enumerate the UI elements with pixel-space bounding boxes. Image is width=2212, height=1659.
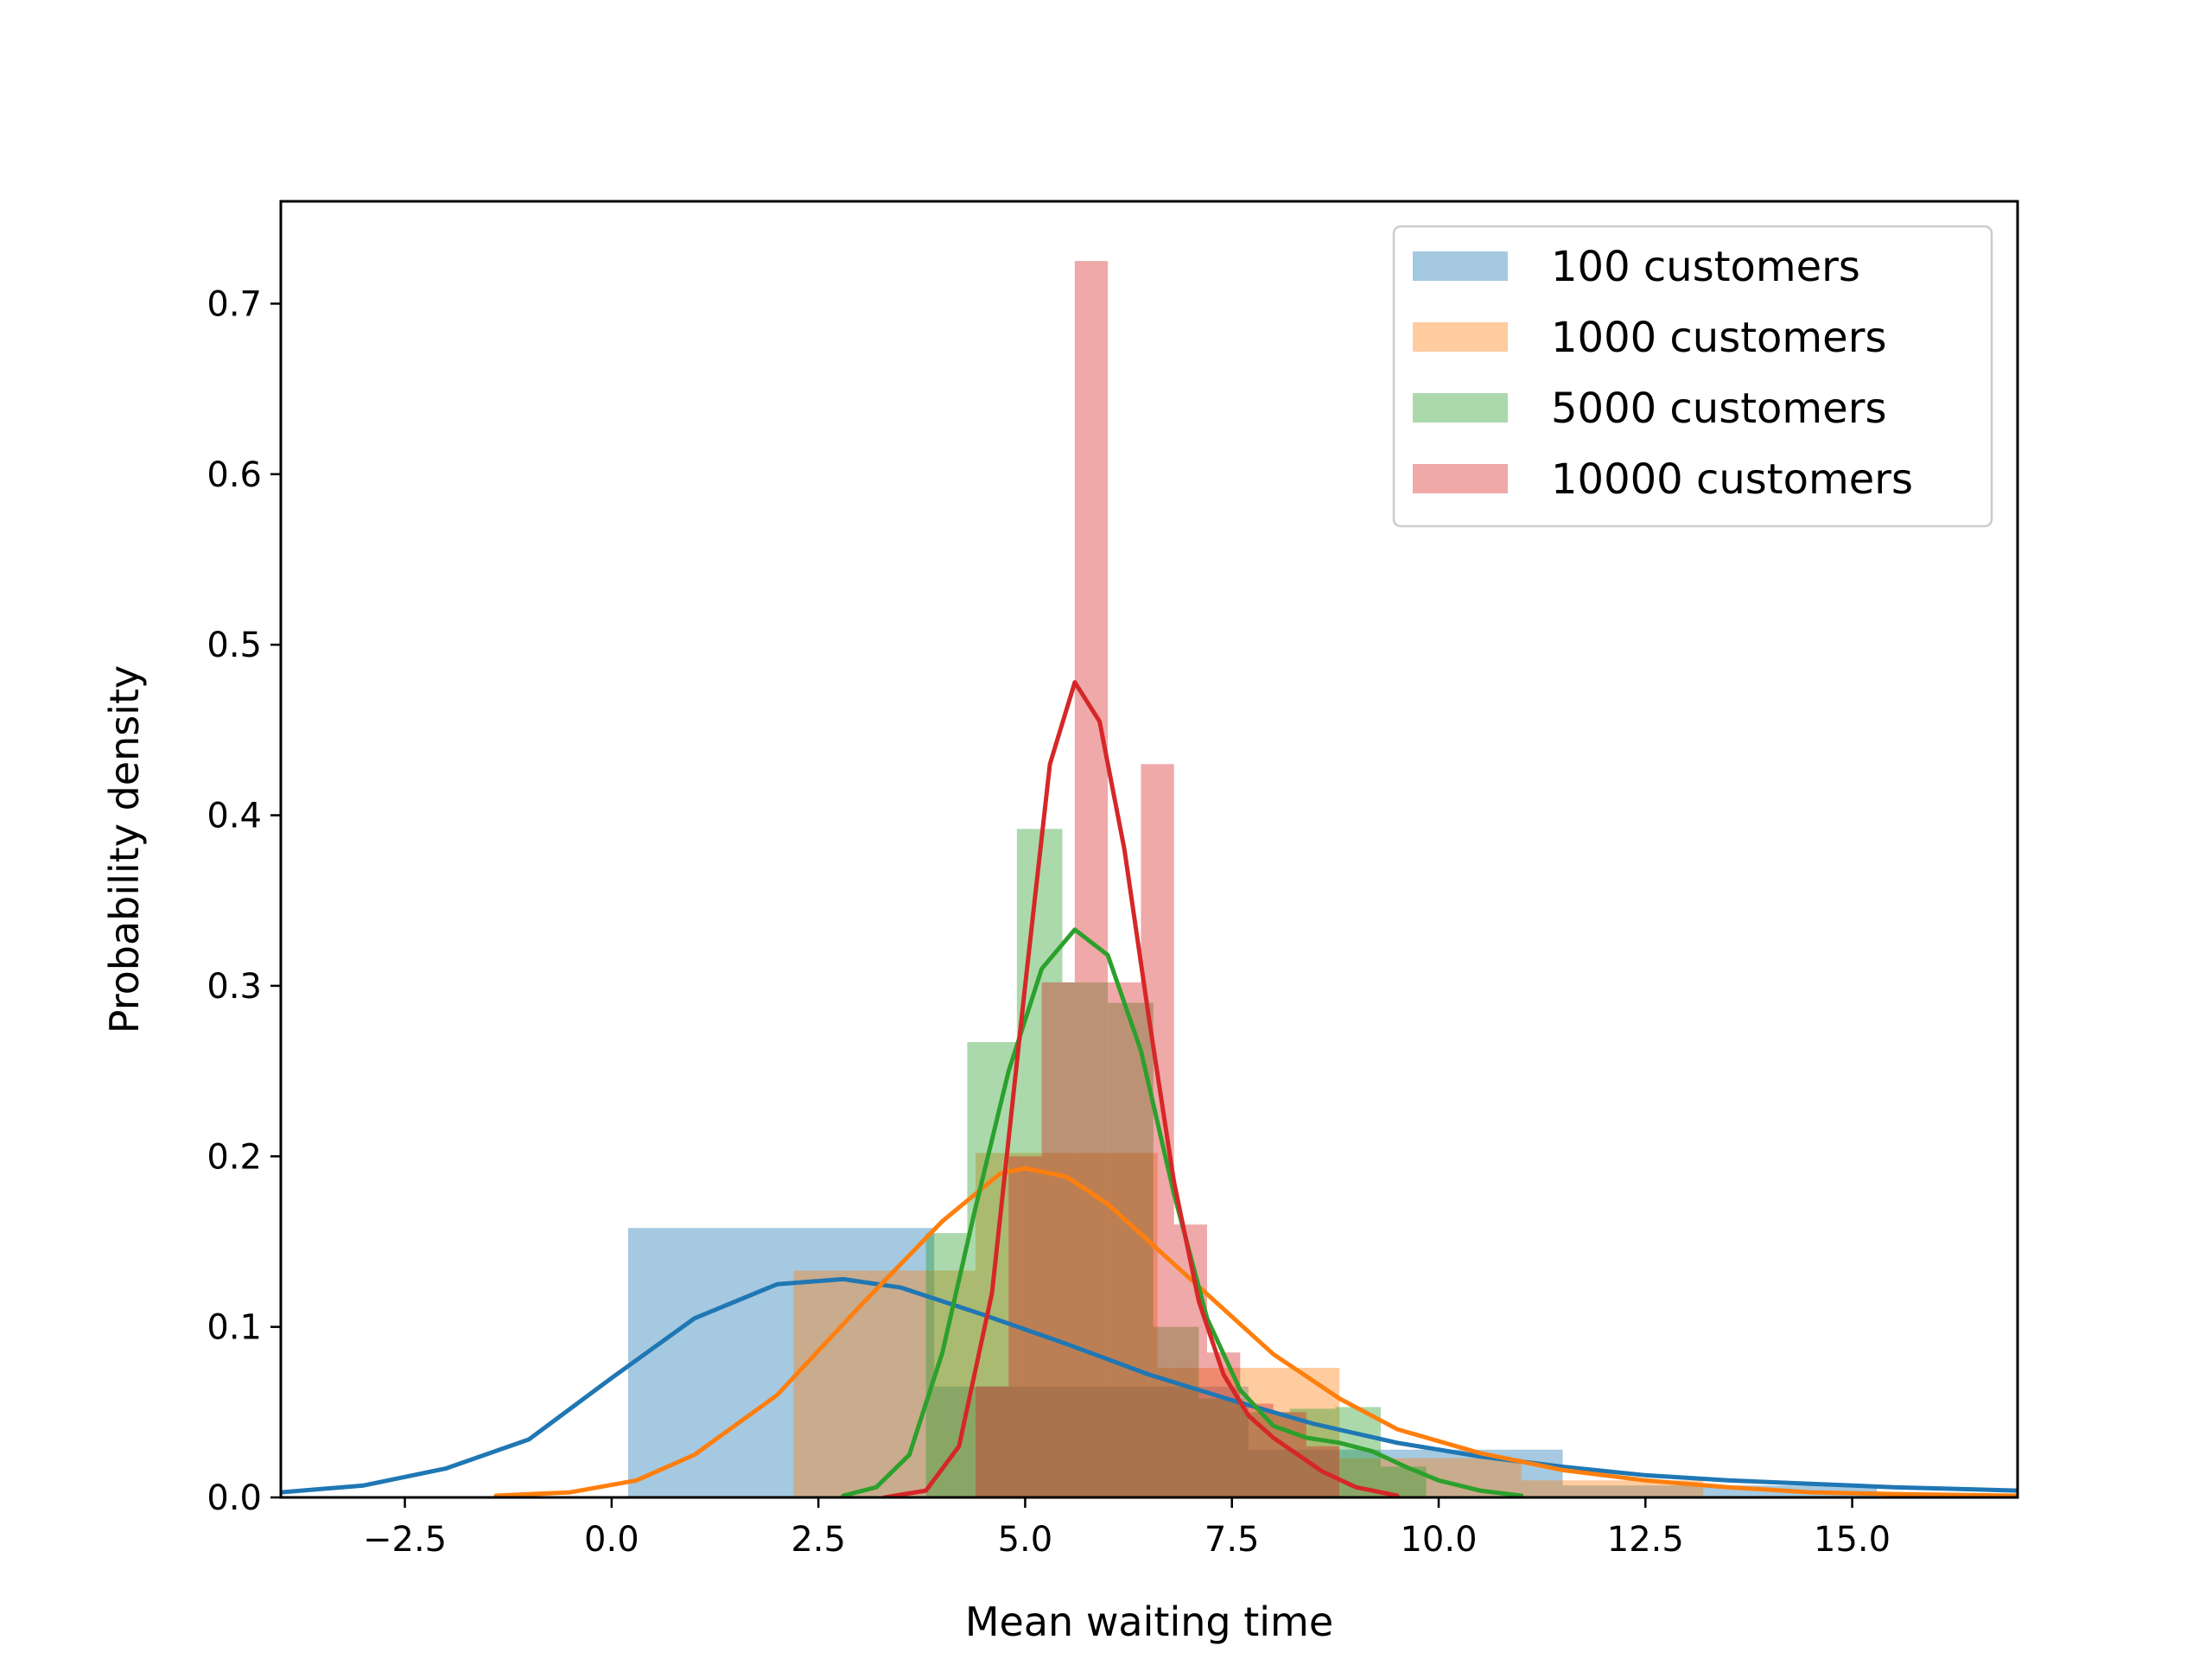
y-tick-label: 0.0 xyxy=(207,1478,262,1518)
y-axis: 0.0 0.1 0.2 0.3 0.4 0.5 0.6 0.7 xyxy=(207,284,281,1518)
axes-frame xyxy=(279,200,2019,1499)
histogram-bar xyxy=(967,1042,1017,1497)
histogram-bar xyxy=(1153,1326,1199,1497)
x-tick-label: 10.0 xyxy=(1400,1520,1477,1560)
histogram-bar xyxy=(1016,829,1063,1497)
histogram-bar xyxy=(793,1270,976,1497)
y-tick-label: 0.5 xyxy=(207,626,262,665)
y-tick-label: 0.6 xyxy=(207,455,262,495)
legend-label: 1000 customers xyxy=(1551,314,1886,362)
histogram-bar xyxy=(1562,1485,1878,1497)
x-tick-label: −2.5 xyxy=(363,1520,447,1560)
histogram-bar xyxy=(934,1386,1249,1497)
histogram-bar xyxy=(1157,1368,1340,1497)
kde-line xyxy=(493,1166,2018,1497)
y-tick-label: 0.2 xyxy=(207,1137,262,1177)
kde-curves xyxy=(281,680,2018,1497)
legend-label: 5000 customers xyxy=(1551,385,1886,433)
x-tick-label: 7.5 xyxy=(1205,1520,1260,1560)
y-tick-label: 0.7 xyxy=(207,284,262,324)
x-tick-label: 5.0 xyxy=(998,1520,1053,1560)
histogram-bar xyxy=(1244,1412,1290,1497)
legend-swatch xyxy=(1413,393,1508,423)
legend: 100 customers 1000 customers 5000 customer… xyxy=(1392,225,1993,528)
histogram-bar xyxy=(976,1153,1158,1497)
y-tick-label: 0.1 xyxy=(207,1308,262,1348)
histogram-bar xyxy=(976,1386,1009,1497)
histogram-bar xyxy=(1521,1480,1704,1497)
x-tick-label: 2.5 xyxy=(791,1520,846,1560)
kde-line xyxy=(882,680,1400,1497)
y-tick-label: 0.4 xyxy=(207,797,262,836)
histogram-bar xyxy=(1108,982,1141,1497)
y-tick-label: 0.3 xyxy=(207,967,262,1007)
legend-swatch xyxy=(1413,464,1508,493)
legend-label: 10000 customers xyxy=(1551,455,1913,504)
histogram-bar xyxy=(628,1228,935,1497)
histogram-bar xyxy=(1198,1398,1245,1497)
legend-swatch xyxy=(1413,251,1508,281)
x-axis-title: Mean waiting time xyxy=(965,1599,1333,1645)
kde-line xyxy=(281,1276,2018,1495)
histogram-bar xyxy=(1108,1002,1154,1497)
legend-box xyxy=(1392,225,1993,528)
histogram-bar xyxy=(1074,261,1109,1497)
y-axis-title: Probability density xyxy=(101,665,148,1033)
x-tick-label: 0.0 xyxy=(584,1520,639,1560)
x-tick-label: 12.5 xyxy=(1607,1520,1684,1560)
x-axis: −2.5 0.0 2.5 5.0 7.5 10.0 12.5 15.0 xyxy=(363,1497,1891,1560)
legend-label: 100 customers xyxy=(1551,243,1860,291)
kde-line xyxy=(841,927,1524,1497)
histogram-bar xyxy=(1062,982,1109,1497)
legend-swatch xyxy=(1413,322,1508,352)
x-tick-label: 15.0 xyxy=(1814,1520,1891,1560)
histogram-bar xyxy=(1041,982,1075,1497)
plot-area xyxy=(281,261,2018,1497)
